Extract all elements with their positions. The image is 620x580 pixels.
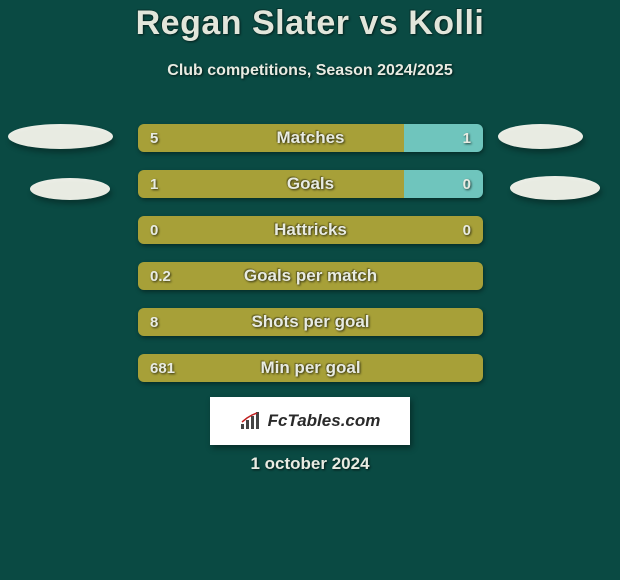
stat-seg-right <box>404 124 483 152</box>
date-label: 1 october 2024 <box>0 454 620 474</box>
stat-seg-left <box>138 124 404 152</box>
stat-row: 0.2Goals per match <box>138 262 483 290</box>
subtitle: Club competitions, Season 2024/2025 <box>0 62 620 80</box>
player-oval <box>8 124 113 149</box>
stat-row: 51Matches <box>138 124 483 152</box>
page-title: Regan Slater vs Kolli <box>0 4 620 43</box>
stat-row: 681Min per goal <box>138 354 483 382</box>
stat-row: 10Goals <box>138 170 483 198</box>
stat-row: 8Shots per goal <box>138 308 483 336</box>
stat-seg-left <box>138 216 483 244</box>
player-oval <box>510 176 600 200</box>
stat-seg-left <box>138 354 483 382</box>
logo-text: FcTables.com <box>268 411 381 431</box>
stat-seg-left <box>138 262 483 290</box>
stat-seg-right <box>404 170 483 198</box>
chart-icon <box>240 412 262 430</box>
logo-box: FcTables.com <box>210 397 410 445</box>
player-oval <box>30 178 110 200</box>
stats-container: 51Matches 10Goals 00Hattricks 0.2Goals per … <box>138 124 483 400</box>
stat-seg-left <box>138 308 483 336</box>
stat-row: 00Hattricks <box>138 216 483 244</box>
comparison-canvas: Regan Slater vs Kolli Club competitions,… <box>0 0 620 580</box>
player-oval <box>498 124 583 149</box>
stat-seg-left <box>138 170 404 198</box>
